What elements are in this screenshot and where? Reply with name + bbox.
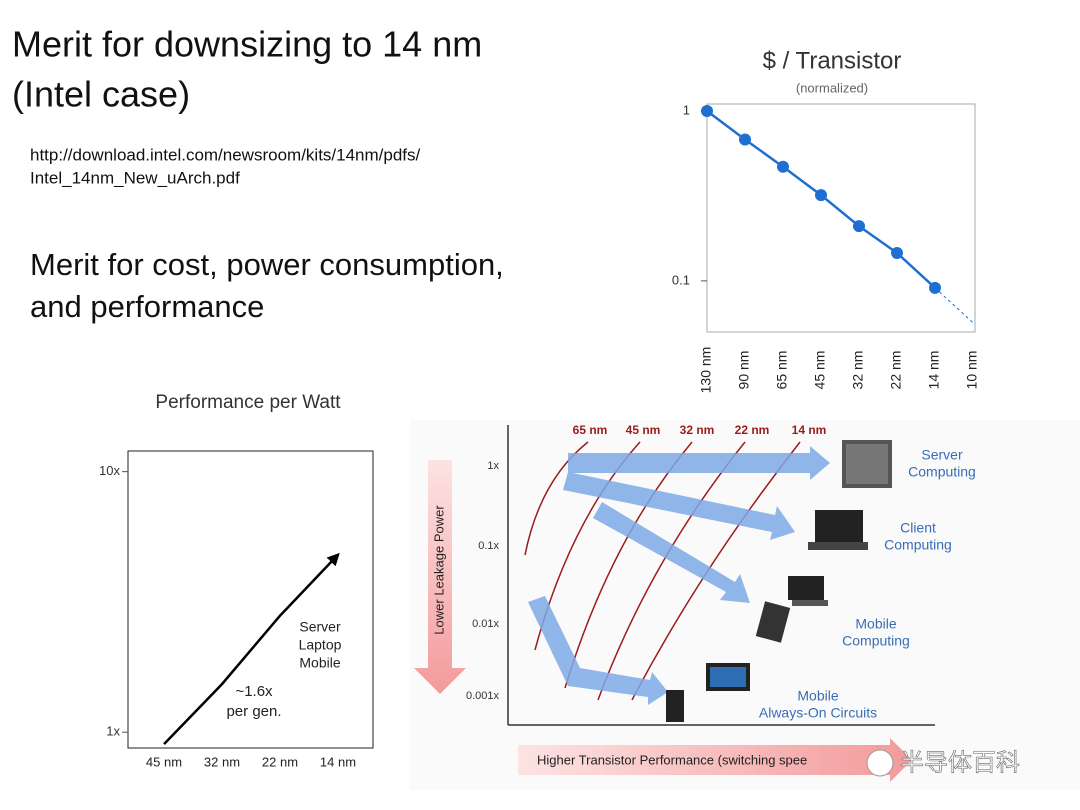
node-label: 32 nm	[680, 423, 715, 437]
x-tick-label: 32 nm	[204, 754, 240, 769]
watermark: 半导体百科	[900, 749, 1020, 776]
y-tick-label: 1	[683, 102, 690, 117]
segment-label: Mobile	[855, 616, 896, 632]
node-label: 65 nm	[573, 423, 608, 437]
annotation: Laptop	[299, 637, 342, 653]
annotation: ~1.6x	[235, 683, 273, 700]
device-icons	[666, 440, 892, 722]
segment-label: Always-On Circuits	[759, 705, 877, 721]
segment-arrows	[528, 446, 830, 705]
segment-label: Client	[900, 520, 936, 536]
data-point	[891, 246, 903, 259]
x-tick-label: 65 nm	[774, 351, 790, 390]
segment-label: Mobile	[797, 688, 838, 704]
annotation: Server	[299, 619, 341, 635]
slide-title: (Intel case)	[12, 74, 190, 115]
annotation: Mobile	[299, 655, 340, 671]
x-tick-label: 14 nm	[320, 754, 356, 769]
chart-title: Performance per Watt	[155, 392, 341, 413]
source-url: http://download.intel.com/newsroom/kits/…	[30, 145, 421, 164]
data-point	[777, 160, 789, 173]
x-tick-label: 45 nm	[812, 351, 828, 390]
segment-label: Server	[921, 447, 963, 463]
segment-label: Computing	[908, 464, 976, 480]
chart-title: $ / Transistor	[763, 47, 902, 74]
y-label: 0.1x	[478, 540, 499, 552]
plot-frame	[127, 450, 374, 749]
y-tick-label: 1x	[106, 724, 120, 739]
node-label: 14 nm	[792, 423, 827, 437]
data-point	[701, 105, 713, 118]
subtitle: Merit for cost, power consumption,	[30, 247, 504, 282]
data-point	[929, 281, 941, 294]
chart-subtitle: (normalized)	[796, 80, 868, 95]
x-arrow	[518, 738, 912, 782]
y-tick-label: 10x	[99, 463, 120, 478]
x-tick-label: 22 nm	[888, 351, 904, 390]
charts: $ / Transistor (normalized) 0.1 1 130 nm 90 n…	[99, 47, 980, 769]
leakage-diagram: Lower Leakage Power Higher Transistor Pe…	[410, 420, 1080, 790]
x-axis-label: Higher Transistor Performance (switching…	[537, 752, 807, 767]
watermark-icon	[866, 749, 894, 777]
x-tick-label: 45 nm	[146, 754, 182, 769]
x-tick-label: 22 nm	[262, 754, 298, 769]
plot-frame	[706, 103, 976, 333]
x-tick-label: 90 nm	[736, 351, 752, 390]
annotation: per gen.	[226, 703, 281, 720]
y-arrow	[414, 460, 466, 694]
x-tick-label: 130 nm	[698, 347, 714, 394]
y-axis-label: Lower Leakage Power	[431, 505, 446, 635]
node-label: 45 nm	[626, 423, 661, 437]
y-label: 0.01x	[472, 618, 499, 630]
y-label: 0.001x	[466, 690, 500, 702]
node-label: 22 nm	[735, 423, 770, 437]
x-tick-label: 14 nm	[926, 351, 942, 390]
data-point	[739, 133, 751, 146]
y-label: 1x	[487, 460, 499, 472]
segment-label: Computing	[884, 537, 952, 553]
data-line	[163, 552, 340, 746]
segment-label: Computing	[842, 633, 910, 649]
data-point	[815, 189, 827, 202]
projection	[934, 287, 976, 325]
x-tick-label: 32 nm	[850, 351, 866, 390]
x-tick-label: 10 nm	[964, 351, 980, 390]
subtitle: and performance	[30, 289, 264, 324]
diagram-bg	[410, 420, 1080, 790]
y-tick-label: 0.1	[672, 272, 690, 287]
data-point	[853, 220, 865, 233]
source-url: Intel_14nm_New_uArch.pdf	[30, 168, 240, 187]
slide-title: Merit for downsizing to 14 nm	[12, 24, 482, 65]
